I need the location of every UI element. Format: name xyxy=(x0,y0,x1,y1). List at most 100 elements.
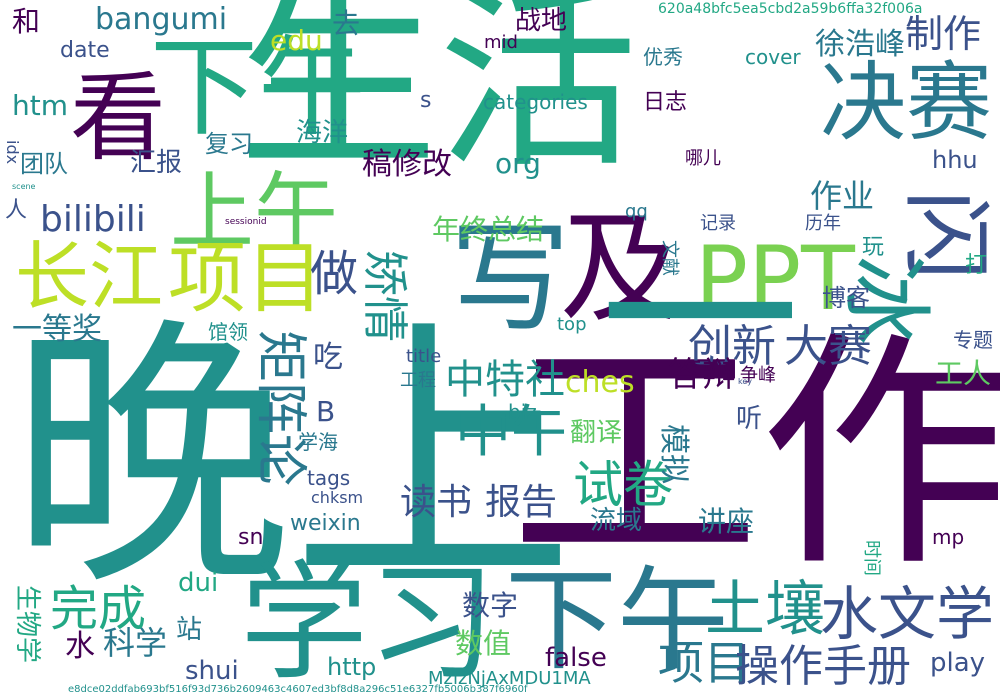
word-haiyang: 海洋 xyxy=(296,118,349,148)
word-scene: scene xyxy=(12,182,36,191)
word-zhongteshe: 中特社 xyxy=(445,357,565,403)
word-zuo: 做 xyxy=(310,246,359,302)
word-shuzi: 数字 xyxy=(462,589,519,622)
word-fuxi: 复习 xyxy=(205,130,253,158)
word-wenxian: 文献 xyxy=(659,240,680,276)
word-dui: dui xyxy=(178,568,219,598)
word-kexue: 科学 xyxy=(103,624,168,662)
word-caozuoshouce: 操作手册 xyxy=(735,641,911,692)
word-he: 和 xyxy=(12,5,41,38)
word-da: 打 xyxy=(965,253,988,278)
word-boke: 博客 xyxy=(822,284,870,312)
word-dabian: 答辩 xyxy=(668,355,736,395)
word-xiangmu: 项目 xyxy=(658,636,750,690)
word-title: title xyxy=(406,346,442,367)
word-shengwuxue: 生物学 xyxy=(12,585,42,664)
word-huibao: 汇报 xyxy=(130,148,183,178)
word-hash-bottom: e8dce02ddfab693bf516f93d736b2609463c4607… xyxy=(68,684,528,695)
word-kan: 看 xyxy=(70,62,166,174)
word-org: org xyxy=(495,147,541,180)
word-key: key xyxy=(738,377,753,386)
word-shui: shui xyxy=(185,656,239,686)
word-biz: biz xyxy=(508,400,537,424)
word-zhizuo: 制作 xyxy=(905,12,982,56)
word-false: false xyxy=(545,643,607,673)
word-wanshang: 晚上 xyxy=(10,294,574,623)
word-play: play xyxy=(930,648,986,678)
word-jilu: 记录 xyxy=(700,213,736,234)
word-shijuan: 试卷 xyxy=(573,456,673,514)
word-htm: htm xyxy=(12,89,68,122)
word-dasai: 大赛 xyxy=(784,321,872,372)
word-top: top xyxy=(557,314,587,335)
word-nianzhongzongjie: 年终总结 xyxy=(432,213,545,246)
word-zhuanti: 专题 xyxy=(953,328,993,352)
word-chuangxin: 创新 xyxy=(688,321,776,372)
word-s: s xyxy=(420,88,432,113)
word-mzlznjaxmdu1ma: MzlzNjAxMDU1MA xyxy=(428,668,591,689)
word-xuhaofeng: 徐浩峰 xyxy=(815,27,905,62)
word-gongzuo: 工作 xyxy=(510,309,1000,600)
word-xuexi: 学习 xyxy=(240,549,497,698)
word-jiaoqing: 矫情 xyxy=(358,250,412,342)
word-zhongwu: 中午 xyxy=(455,400,567,465)
word-ches: ches xyxy=(565,365,635,400)
word-b: B xyxy=(316,395,336,428)
word-zhan: 站 xyxy=(176,615,203,645)
word-categories: categories xyxy=(483,90,588,114)
word-linian: 历年 xyxy=(805,213,841,234)
word-bangumi: bangumi xyxy=(95,2,228,37)
word-xiawu: 下午 xyxy=(150,26,367,151)
word-shuiwenxue: 水文学 xyxy=(820,580,995,648)
word-sn: sn xyxy=(238,525,264,550)
word-xie: 写 xyxy=(450,210,570,349)
word-qu: 去 xyxy=(332,7,361,40)
word-youxiu: 优秀 xyxy=(643,45,683,69)
word-juzhenlun: 矩阵论 xyxy=(250,330,310,487)
word-shangwu: 上午 xyxy=(170,163,339,261)
word-yi: 一 xyxy=(600,203,801,436)
word-juesai: 决赛 xyxy=(820,53,992,153)
word-bilibili: bilibili xyxy=(40,199,146,240)
word-ren: 人 xyxy=(5,198,28,223)
word-date: date xyxy=(60,38,110,63)
word-tags: tags xyxy=(307,466,351,490)
word-xuehai: 学海 xyxy=(298,430,338,454)
word-rizhi: 日志 xyxy=(643,90,688,115)
word-mid: mid xyxy=(484,32,518,53)
word-turang: 土壤 xyxy=(705,575,825,645)
word-wan: 玩 xyxy=(862,235,885,260)
word-mp: mp xyxy=(932,525,965,549)
word-qq: qq xyxy=(625,201,648,222)
word-xiangmu-yellow: 项目 xyxy=(168,234,325,324)
word-dushu: 读书 xyxy=(400,482,473,523)
word-shijian: 时间 xyxy=(861,540,882,576)
word-liuyu: 流域 xyxy=(590,506,643,536)
word-changjiang: 长江 xyxy=(15,234,163,320)
word-tuandui: 团队 xyxy=(20,150,68,178)
word-ji: 及 xyxy=(560,200,680,339)
word-zhandi: 战地 xyxy=(515,6,568,36)
word-zhengfeng: 争峰 xyxy=(740,365,776,386)
word-shui-cn: 水 xyxy=(65,629,95,664)
word-http: http xyxy=(327,653,377,681)
word-fanyi: 翻译 xyxy=(570,418,623,448)
word-jiangzuo: 讲座 xyxy=(698,505,755,538)
word-shenghuo: 生活 xyxy=(238,0,639,196)
word-zuoye: 作业 xyxy=(810,177,875,215)
word-edu: edu xyxy=(270,24,323,57)
word-wancheng: 完成 xyxy=(50,581,147,637)
word-naer: 哪儿 xyxy=(685,148,721,169)
word-shuzhi: 数值 xyxy=(455,627,512,660)
word-gaoxiugai: 稿修改 xyxy=(362,147,452,182)
word-yidengjiang: 一等奖 xyxy=(12,312,102,347)
word-gongcheng: 工程 xyxy=(400,370,436,391)
word-moni: 模拟 xyxy=(656,424,691,484)
word-idx: idx xyxy=(3,140,22,165)
word-baogao: 报告 xyxy=(485,482,558,523)
word-xiawu-large: 下午 xyxy=(505,556,729,686)
word-hash-top: 620a48bfc5ea5cbd2a59b6ffa32f006a xyxy=(658,1,923,17)
word-cover: cover xyxy=(745,45,801,69)
word-ting: 听 xyxy=(736,404,763,434)
